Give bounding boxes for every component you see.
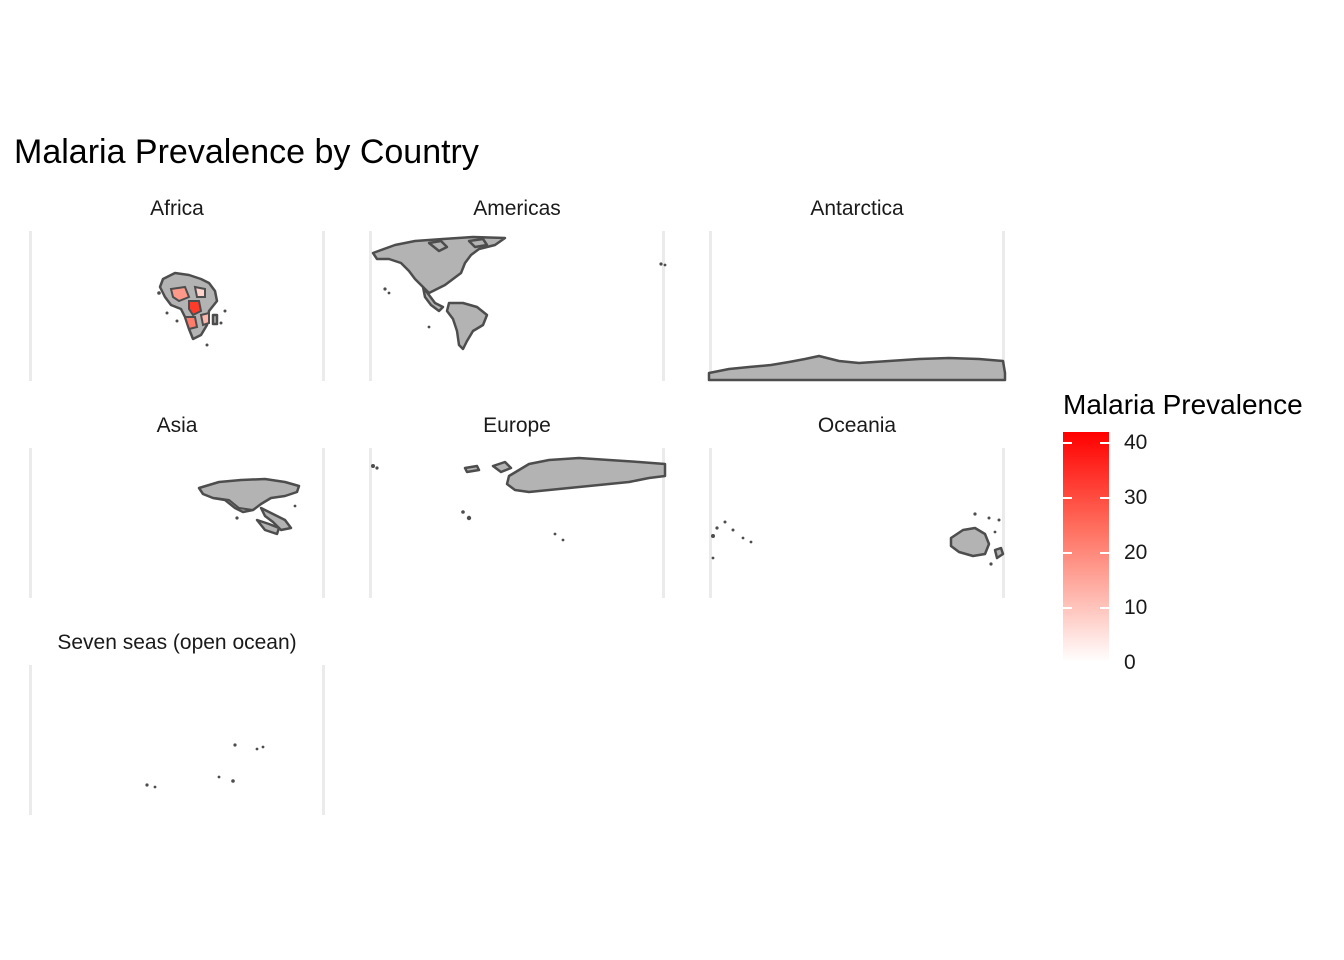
chart-title: Malaria Prevalence by Country	[14, 133, 479, 171]
colorbar-tick-left	[1063, 497, 1072, 499]
facet-panel-antarctica	[707, 231, 1007, 382]
facet-panel-asia	[29, 448, 325, 598]
panel-gridline	[29, 665, 32, 815]
colorbar-tick-left	[1063, 607, 1072, 609]
legend-tick-label: 40	[1124, 431, 1148, 454]
legend-title: Malaria Prevalence	[1063, 389, 1303, 420]
colorbar-tick-right	[1100, 607, 1109, 609]
panel-gridline	[662, 231, 665, 381]
americas-map	[371, 235, 667, 351]
europe-map	[371, 456, 667, 542]
panel-gridline	[369, 448, 372, 598]
panel-gridline	[709, 231, 712, 381]
legend-tick-label: 30	[1124, 486, 1148, 509]
panel-gridline	[322, 231, 325, 381]
facet-label-europe: Europe	[483, 414, 551, 437]
oceania-map	[711, 512, 1005, 566]
panel-gridline	[29, 231, 32, 381]
legend-colorbar	[1063, 432, 1109, 662]
facet-label-seven-seas: Seven seas (open ocean)	[57, 631, 297, 654]
facet-panel-europe	[369, 448, 667, 598]
legend-tick-label: 0	[1124, 651, 1136, 674]
colorbar-tick-right	[1100, 497, 1109, 499]
panel-gridline	[369, 231, 372, 381]
facet-label-antarctica: Antarctica	[810, 197, 904, 220]
panel-gridline	[709, 448, 712, 598]
panel-gridline	[29, 448, 32, 598]
facet-panel-seven-seas	[29, 665, 325, 815]
panel-gridline	[1002, 231, 1005, 381]
colorbar-tick-right	[1100, 442, 1109, 444]
facet-panel-oceania	[709, 448, 1005, 598]
asia-map	[197, 477, 301, 536]
panel-gridline	[1002, 448, 1005, 598]
antarctica-map	[707, 354, 1007, 382]
colorbar-tick-right	[1100, 552, 1109, 554]
colorbar-tick-left	[1063, 442, 1072, 444]
facet-label-asia: Asia	[156, 414, 198, 437]
panel-gridline	[322, 665, 325, 815]
seven-seas-map	[145, 743, 265, 789]
panel-gridline	[322, 448, 325, 598]
facet-label-oceania: Oceania	[817, 414, 897, 437]
legend-tick-label: 20	[1124, 541, 1148, 564]
legend-tick-label: 10	[1124, 596, 1148, 619]
africa-map	[157, 271, 227, 347]
panel-gridline	[662, 448, 665, 598]
facet-panel-americas	[369, 231, 667, 381]
facet-label-africa: Africa	[150, 197, 204, 220]
facet-label-americas: Americas	[473, 197, 561, 220]
colorbar-tick-left	[1063, 552, 1072, 554]
facet-panel-africa	[29, 231, 325, 381]
